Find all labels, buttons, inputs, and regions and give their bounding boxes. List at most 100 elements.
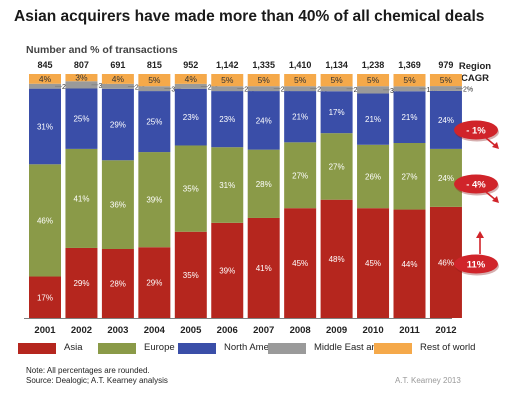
data-label-europe-2012: 24% (438, 174, 454, 183)
data-label-rest-of-world-2007: 5% (258, 75, 271, 85)
bar-segment-asia-2004 (138, 247, 171, 318)
bar-segment-north-america-2010 (357, 93, 390, 145)
data-label-north-america-2005: 23% (183, 113, 199, 122)
region-cagr-label-line1: Region (458, 61, 492, 72)
data-label-north-america-2011: 21% (401, 113, 417, 122)
cagr-badge-europe: - 4% (454, 174, 499, 196)
bar-segment-middle-east-africa-2009 (320, 86, 353, 92)
bar-segment-rest-of-world-2004 (138, 74, 171, 87)
bar-segment-europe-2009 (320, 133, 353, 200)
data-label-europe-2009: 27% (329, 162, 345, 171)
bar-segment-asia-2010 (357, 208, 390, 318)
x-tick-label-2006: 2006 (217, 325, 238, 336)
total-label-2003: 691 (110, 60, 125, 70)
data-label-asia-2012: 46% (438, 258, 454, 267)
legend-label-north-america: North America (224, 342, 285, 353)
data-label-asia-2004: 29% (146, 279, 162, 288)
total-label-2001: 845 (37, 60, 52, 70)
total-label-2012: 979 (438, 60, 453, 70)
bar-segment-north-america-2006 (211, 91, 244, 148)
data-label-north-america-2008: 21% (292, 113, 308, 122)
data-label-asia-2009: 48% (329, 255, 345, 264)
data-label-rest-of-world-2009: 5% (330, 75, 343, 85)
x-tick-label-2003: 2003 (107, 325, 128, 336)
bar-segment-asia-2009 (320, 199, 353, 318)
total-label-2009: 1,134 (325, 60, 348, 70)
x-tick-label-2004: 2004 (144, 325, 166, 336)
x-tick-label-2009: 2009 (326, 325, 347, 336)
legend-label-rest-of-world: Rest of world (420, 342, 476, 353)
bar-segment-rest-of-world-2001 (29, 74, 61, 84)
data-label-europe-2006: 31% (219, 181, 235, 190)
bar-segment-europe-2001 (29, 164, 61, 277)
arrow-down-icon (492, 196, 499, 203)
bar-segment-north-america-2009 (320, 91, 353, 134)
bar-segment-europe-2007 (247, 149, 280, 218)
data-label-europe-2001: 46% (37, 216, 53, 225)
x-tick-label-2012: 2012 (435, 325, 456, 336)
bar-segment-rest-of-world-2005 (174, 74, 207, 84)
bar-segment-asia-2005 (174, 231, 207, 318)
bar-segment-middle-east-africa-2012 (429, 86, 462, 91)
cagr-badge-ellipse (454, 174, 498, 194)
cagr-badge-ellipse (454, 120, 498, 140)
data-label-asia-2003: 28% (110, 279, 126, 288)
data-label-rest-of-world-2004: 5% (148, 75, 161, 85)
bar-segment-asia-2002 (65, 247, 98, 318)
cagr-badge-north-america: - 1% (454, 120, 499, 142)
bar-segment-north-america-2007 (247, 91, 280, 150)
bar-segment-asia-2006 (211, 222, 244, 318)
data-label-north-america-2009: 17% (329, 108, 345, 117)
total-label-2005: 952 (183, 60, 198, 70)
cagr-value-europe: - 4% (466, 180, 486, 191)
data-label-north-america-2007: 24% (256, 116, 272, 125)
total-label-2010: 1,238 (362, 60, 385, 70)
bar-segment-middle-east-africa-2002 (65, 81, 98, 89)
data-label-rest-of-world-2005: 4% (185, 74, 198, 84)
data-label-rest-of-world-2001: 4% (39, 74, 52, 84)
data-label-rest-of-world-2010: 5% (367, 75, 380, 85)
total-label-2008: 1,410 (289, 60, 312, 70)
data-label-north-america-2001: 31% (37, 122, 53, 131)
total-label-2011: 1,369 (398, 60, 421, 70)
cagr-badge-ellipse (454, 254, 498, 274)
data-label-asia-2001: 17% (37, 293, 53, 302)
bar-segment-rest-of-world-2008 (284, 74, 317, 87)
data-label-europe-2011: 27% (401, 172, 417, 181)
total-label-2006: 1,142 (216, 60, 239, 70)
bar-segment-europe-2010 (357, 144, 390, 209)
bar-segment-europe-2011 (393, 143, 426, 210)
region-cagr-label-line2: CAGR (461, 73, 489, 84)
bar-segment-asia-2001 (29, 276, 61, 318)
data-label-asia-2006: 39% (219, 266, 235, 275)
data-label-north-america-2010: 21% (365, 115, 381, 124)
x-tick-label-2010: 2010 (362, 325, 383, 336)
bar-segment-middle-east-africa-2010 (357, 86, 390, 94)
footer-note: Note: All percentages are rounded. (26, 366, 150, 375)
data-label-north-america-2002: 25% (73, 115, 89, 124)
bar-segment-north-america-2008 (284, 91, 317, 143)
data-label-asia-2011: 44% (401, 260, 417, 269)
data-label-europe-2004: 39% (146, 196, 162, 205)
bar-segment-europe-2012 (429, 148, 462, 207)
bar-segment-north-america-2012 (429, 90, 462, 149)
data-label-asia-2005: 35% (183, 271, 199, 280)
credit-text: A.T. Kearney 2013 (395, 376, 461, 385)
data-label-rest-of-world-2011: 5% (403, 75, 416, 85)
bar-segment-north-america-2001 (29, 88, 61, 165)
region-cagr-label: Region CAGR (452, 61, 498, 85)
data-label-europe-2010: 26% (365, 172, 381, 181)
data-label-asia-2008: 45% (292, 259, 308, 268)
bar-segment-asia-2007 (247, 217, 280, 318)
total-label-2002: 807 (74, 60, 89, 70)
arrow-down-icon (492, 142, 499, 149)
data-label-europe-2002: 41% (73, 194, 89, 203)
chart-title: Asian acquirers have made more than 40% … (14, 8, 485, 25)
bar-segment-middle-east-africa-2011 (393, 86, 426, 92)
legend-label-asia: Asia (64, 342, 83, 353)
data-label-europe-2007: 28% (256, 180, 272, 189)
data-label-rest-of-world-2006: 5% (221, 75, 234, 85)
chart-legend: Asia Europe North America Middle East and A… (10, 340, 510, 358)
bar-segment-middle-east-africa-2003 (101, 83, 134, 89)
data-label-asia-2007: 41% (256, 264, 272, 273)
